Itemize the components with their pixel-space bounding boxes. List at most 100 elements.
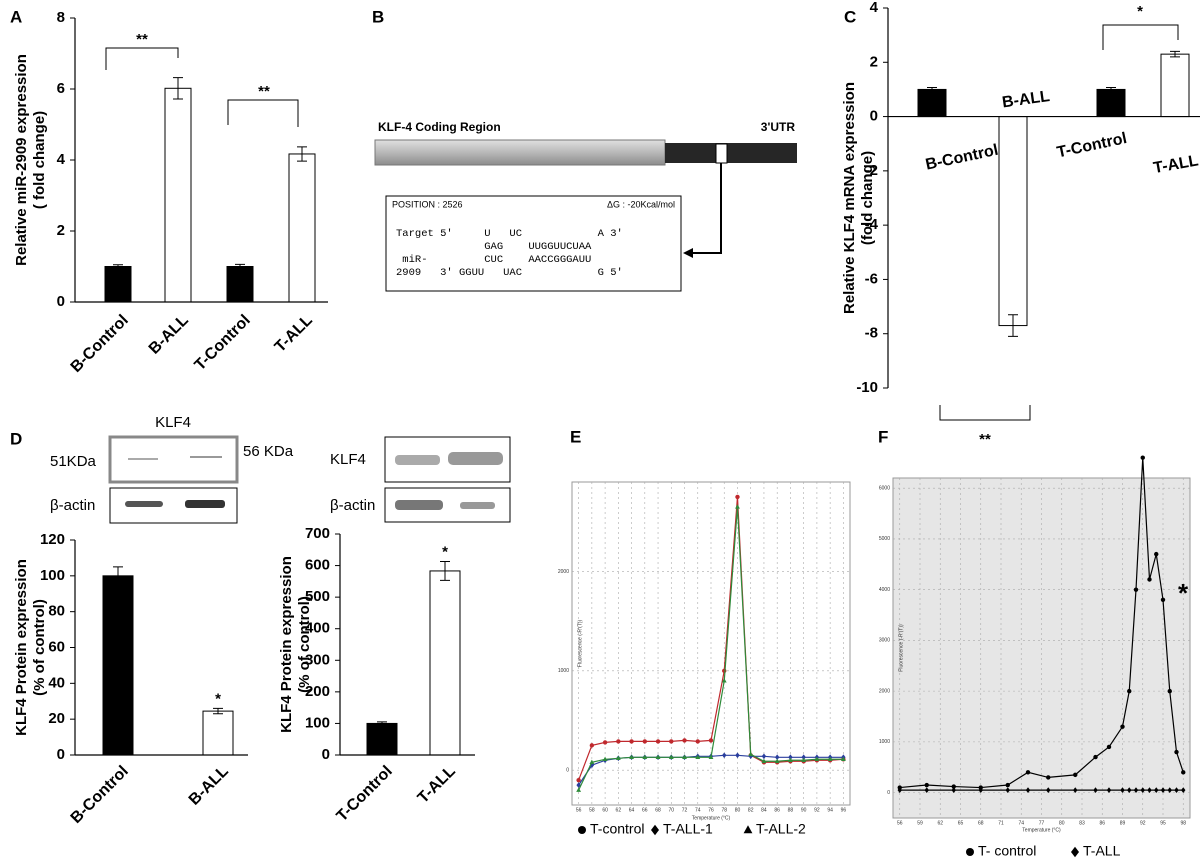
- data-point: [1160, 787, 1166, 793]
- alignment-line: miR- CUC AACCGGGAUU: [396, 254, 591, 266]
- data-point: [668, 754, 674, 760]
- x-tick-label: 90: [801, 807, 807, 813]
- panel-label: E: [570, 427, 581, 446]
- data-point: [1120, 787, 1125, 793]
- x-tick-label: 62: [616, 807, 622, 813]
- bar: [102, 575, 134, 756]
- significance: **: [136, 31, 148, 48]
- x-tick-label: B-ALL: [1001, 88, 1051, 112]
- x-tick-label: 82: [748, 807, 754, 813]
- legend-label: T- control: [978, 843, 1036, 859]
- x-tick-label: 60: [602, 807, 608, 813]
- x-tick-label: 56: [897, 820, 903, 826]
- legend-label: T-ALL-2: [756, 821, 806, 837]
- data-point: [1106, 787, 1112, 793]
- x-tick-label: 64: [629, 807, 635, 813]
- x-tick-label: 78: [721, 807, 727, 813]
- x-tick-label: 66: [642, 807, 648, 813]
- significance: **: [979, 431, 991, 448]
- x-tick-label: 74: [695, 807, 701, 813]
- y-tick-label: 3000: [879, 638, 890, 644]
- x-tick-label: 68: [978, 820, 984, 826]
- data-point: [695, 754, 701, 760]
- legend-marker: [743, 825, 753, 834]
- data-point: [1127, 787, 1132, 793]
- band: [395, 455, 440, 465]
- data-point: [1167, 688, 1172, 694]
- y-tick-label: 120: [40, 531, 65, 548]
- significance-bracket: [227, 99, 299, 127]
- x-tick-label: 59: [917, 820, 923, 826]
- error-bar: [377, 721, 387, 726]
- data-point: [924, 787, 929, 793]
- annotation: *: [1178, 578, 1189, 608]
- blot-label: β-actin: [330, 497, 375, 514]
- bar: [998, 116, 1028, 327]
- x-tick-label: B-Control: [68, 763, 132, 827]
- x-tick-label: 56: [576, 807, 582, 813]
- y-tick-label: 2: [870, 53, 878, 70]
- position: POSITION : 2526: [392, 199, 463, 209]
- band: [125, 501, 163, 507]
- data-point: [1174, 749, 1179, 755]
- site: [715, 143, 728, 164]
- error-bar: [213, 707, 223, 715]
- x-tick-label: 62: [937, 820, 943, 826]
- y-tick-label: 0: [870, 108, 878, 125]
- data-point: [1106, 744, 1112, 750]
- data-point: [1181, 787, 1186, 793]
- data-point: [589, 743, 595, 748]
- data-point: [682, 738, 687, 743]
- x-tick-label: B-Control: [924, 142, 1000, 174]
- y-axis-label: ( fold change): [31, 111, 48, 209]
- coding-region: [374, 139, 666, 166]
- x-tick-label: B-ALL: [186, 763, 232, 809]
- data-point: [748, 751, 754, 757]
- bar: [429, 570, 461, 756]
- y-tick-label: 700: [305, 525, 330, 542]
- alignment-line: Target 5' U UC A 3': [396, 228, 623, 240]
- y-axis-label: Fluorescence (-R'(T)): [898, 624, 904, 672]
- band: [460, 502, 495, 509]
- data-point: [629, 754, 634, 760]
- bar: [288, 153, 316, 303]
- data-point: [1046, 775, 1051, 780]
- x-tick-label: 70: [669, 807, 675, 813]
- data-point: [576, 782, 581, 788]
- y-tick-label: 2000: [558, 569, 569, 575]
- data-point: [774, 754, 780, 761]
- error-bar: [113, 264, 123, 269]
- y-tick-label: 4: [57, 151, 66, 168]
- band: [395, 500, 443, 510]
- alignment-line: 2909 3' GGUU UAC G 5': [396, 267, 623, 279]
- error-bar: [1008, 314, 1018, 337]
- data-point: [1167, 787, 1172, 793]
- data-point: [695, 739, 700, 744]
- y-tick-label: 200: [305, 683, 330, 700]
- panel-label: D: [10, 429, 22, 448]
- y-tick-label: 4000: [879, 587, 890, 593]
- data-point: [1133, 787, 1139, 793]
- data-point: [951, 787, 956, 793]
- arrow-head: [683, 248, 693, 258]
- data-point: [669, 739, 674, 744]
- data-point: [1073, 787, 1078, 793]
- alignment-line: GAG UUGGUUCUAA: [396, 241, 592, 253]
- legend-label: T-ALL: [1083, 843, 1121, 859]
- data-point: [655, 754, 661, 760]
- x-tick-label: 95: [1160, 820, 1166, 826]
- data-point: [761, 758, 767, 764]
- y-tick-label: 1000: [879, 739, 890, 745]
- data-point: [1046, 787, 1051, 793]
- data-point: [1073, 772, 1078, 778]
- x-tick-label: 94: [827, 807, 833, 813]
- data-point: [1160, 597, 1166, 602]
- y-tick-label: 1000: [558, 668, 569, 674]
- y-tick-label: -2: [865, 162, 878, 179]
- data-point: [1140, 455, 1145, 460]
- data-point: [629, 739, 634, 744]
- data-point: [735, 494, 740, 500]
- error-bar: [113, 566, 123, 586]
- data-point: [1133, 587, 1139, 592]
- y-tick-label: 2000: [879, 688, 890, 694]
